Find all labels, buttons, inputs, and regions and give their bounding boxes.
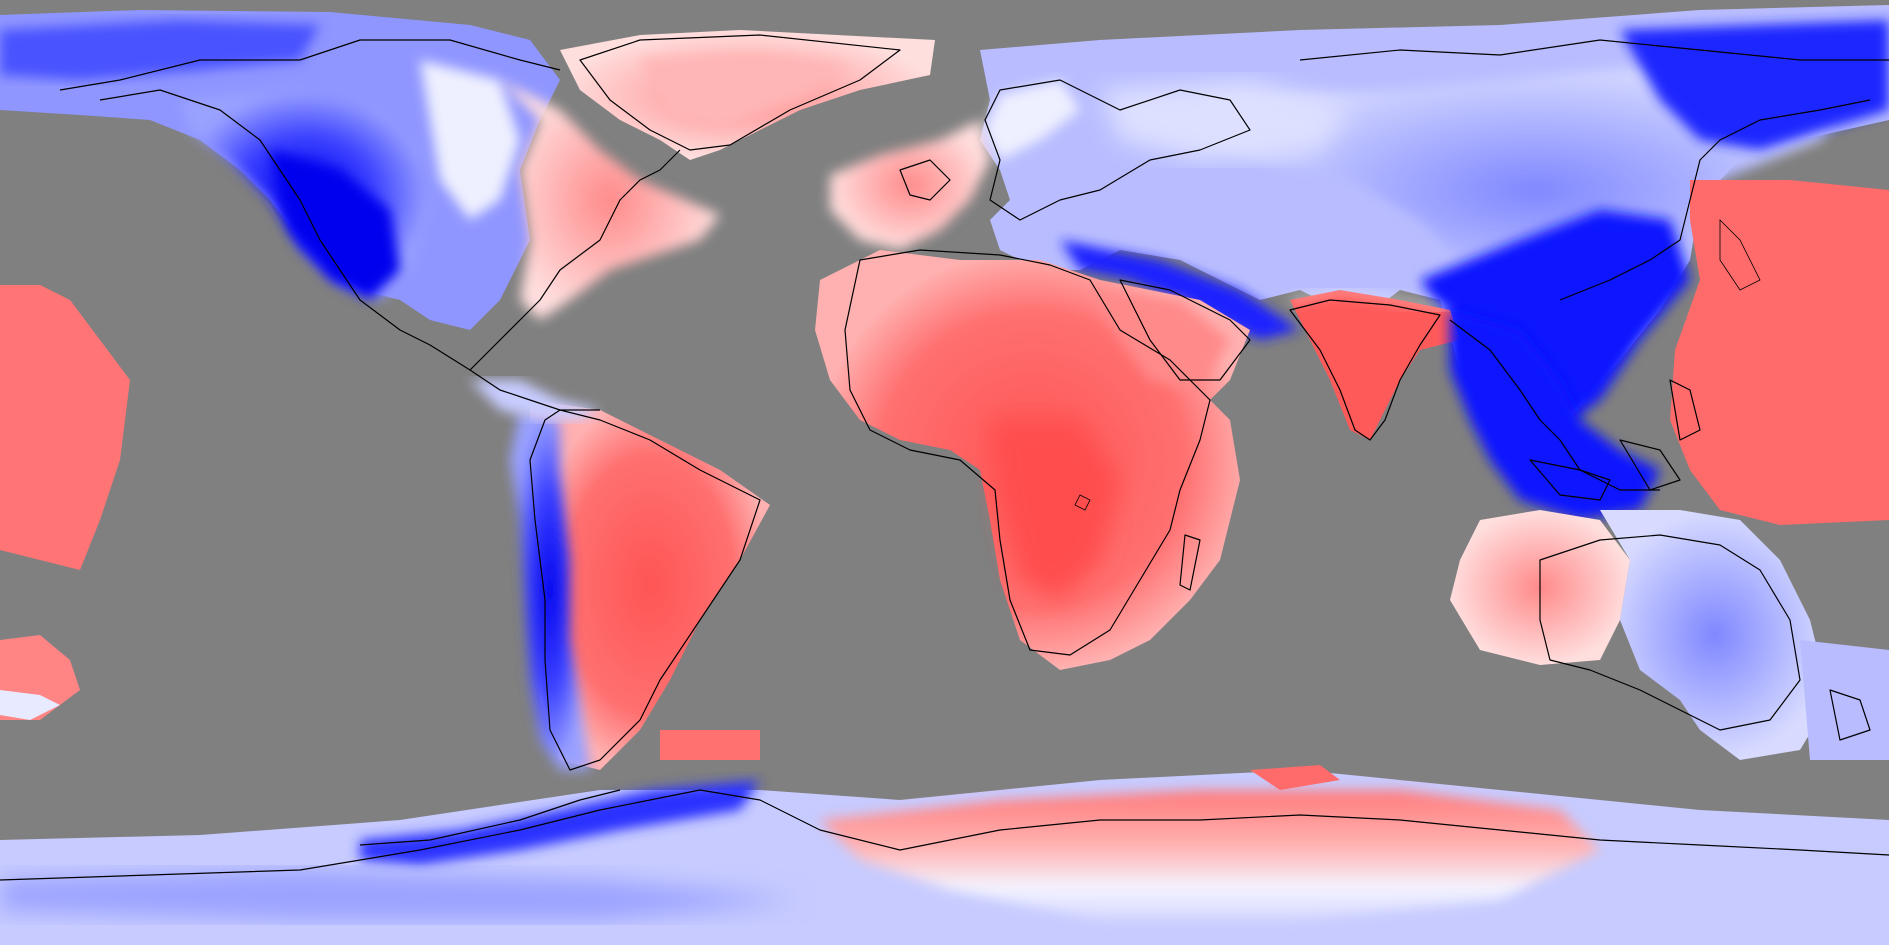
region-southeast-asia (1450, 310, 1660, 520)
region-africa (815, 250, 1250, 670)
region-south-america (530, 400, 770, 770)
region-india (1289, 288, 1460, 440)
region-antarctica (0, 765, 1889, 945)
region-northern-atlantic-coast (830, 80, 1080, 250)
region-pacific-east (1670, 180, 1889, 525)
region-europe-asia (980, 5, 1889, 430)
region-greenland (560, 30, 935, 160)
region-australia-east (1600, 510, 1889, 760)
region-eastern-north-america (500, 80, 720, 320)
coastlines (0, 34, 1889, 881)
region-pacific-west (0, 285, 130, 720)
region-andes (510, 410, 590, 770)
